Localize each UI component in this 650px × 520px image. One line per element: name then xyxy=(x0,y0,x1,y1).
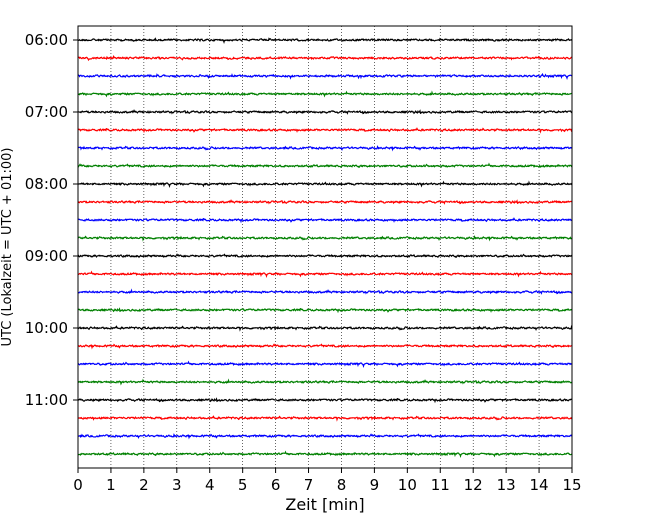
grid-lines xyxy=(110,26,540,468)
trace-row xyxy=(77,54,573,62)
trace-row xyxy=(77,90,573,98)
trace-row xyxy=(77,127,573,134)
trace-row xyxy=(77,253,573,259)
y-tick-label: 11:00 xyxy=(25,391,68,409)
x-tick-label: 8 xyxy=(337,476,347,494)
trace-row xyxy=(77,397,573,404)
trace-row xyxy=(77,37,573,44)
x-tick-label: 3 xyxy=(172,476,182,494)
y-tick-label: 09:00 xyxy=(25,247,68,265)
trace-row xyxy=(77,235,573,242)
plot-area-frame xyxy=(77,25,573,469)
trace-row xyxy=(77,378,573,386)
trace-row xyxy=(77,433,573,440)
trace-row xyxy=(77,288,573,295)
trace-row xyxy=(77,415,573,422)
y-tick-label: 08:00 xyxy=(25,175,68,193)
x-tick-label: 1 xyxy=(106,476,116,494)
x-tick-label: 0 xyxy=(73,476,83,494)
y-axis-label: UTC (Lokalzeit = UTC + 01:00) xyxy=(0,148,15,347)
x-axis-ticks: 0 1 2 3 4 5 6 7 8 9 10 11 12 13 14 15 xyxy=(73,468,582,494)
trace-row xyxy=(77,325,573,332)
trace-row xyxy=(77,199,573,205)
trace-row xyxy=(77,180,573,188)
y-axis-ticks: 06:00 07:00 08:00 09:00 10:00 11:00 xyxy=(25,31,78,409)
x-tick-label: 2 xyxy=(139,476,149,494)
trace-row xyxy=(77,72,573,80)
trace-row xyxy=(77,162,573,169)
y-tick-label: 06:00 xyxy=(25,31,68,49)
x-tick-label: 5 xyxy=(238,476,248,494)
x-tick-label: 9 xyxy=(370,476,380,494)
x-tick-label: 11 xyxy=(431,476,450,494)
trace-row xyxy=(77,217,573,224)
trace-row xyxy=(77,360,573,368)
x-tick-label: 13 xyxy=(497,476,516,494)
x-tick-label: 12 xyxy=(464,476,483,494)
trace-row xyxy=(77,307,573,314)
x-axis-label: Zeit [min] xyxy=(285,495,364,514)
trace-row xyxy=(77,145,573,152)
trace-row xyxy=(77,450,573,458)
trace-row xyxy=(77,109,573,115)
trace-lines xyxy=(77,37,573,458)
trace-row xyxy=(78,270,573,278)
trace-row xyxy=(77,343,573,350)
x-tick-label: 15 xyxy=(562,476,581,494)
x-tick-label: 4 xyxy=(205,476,215,494)
y-tick-label: 10:00 xyxy=(25,319,68,337)
x-tick-label: 10 xyxy=(398,476,417,494)
x-tick-label: 6 xyxy=(271,476,281,494)
x-tick-label: 7 xyxy=(304,476,314,494)
x-tick-label: 14 xyxy=(530,476,549,494)
y-tick-label: 07:00 xyxy=(25,103,68,121)
